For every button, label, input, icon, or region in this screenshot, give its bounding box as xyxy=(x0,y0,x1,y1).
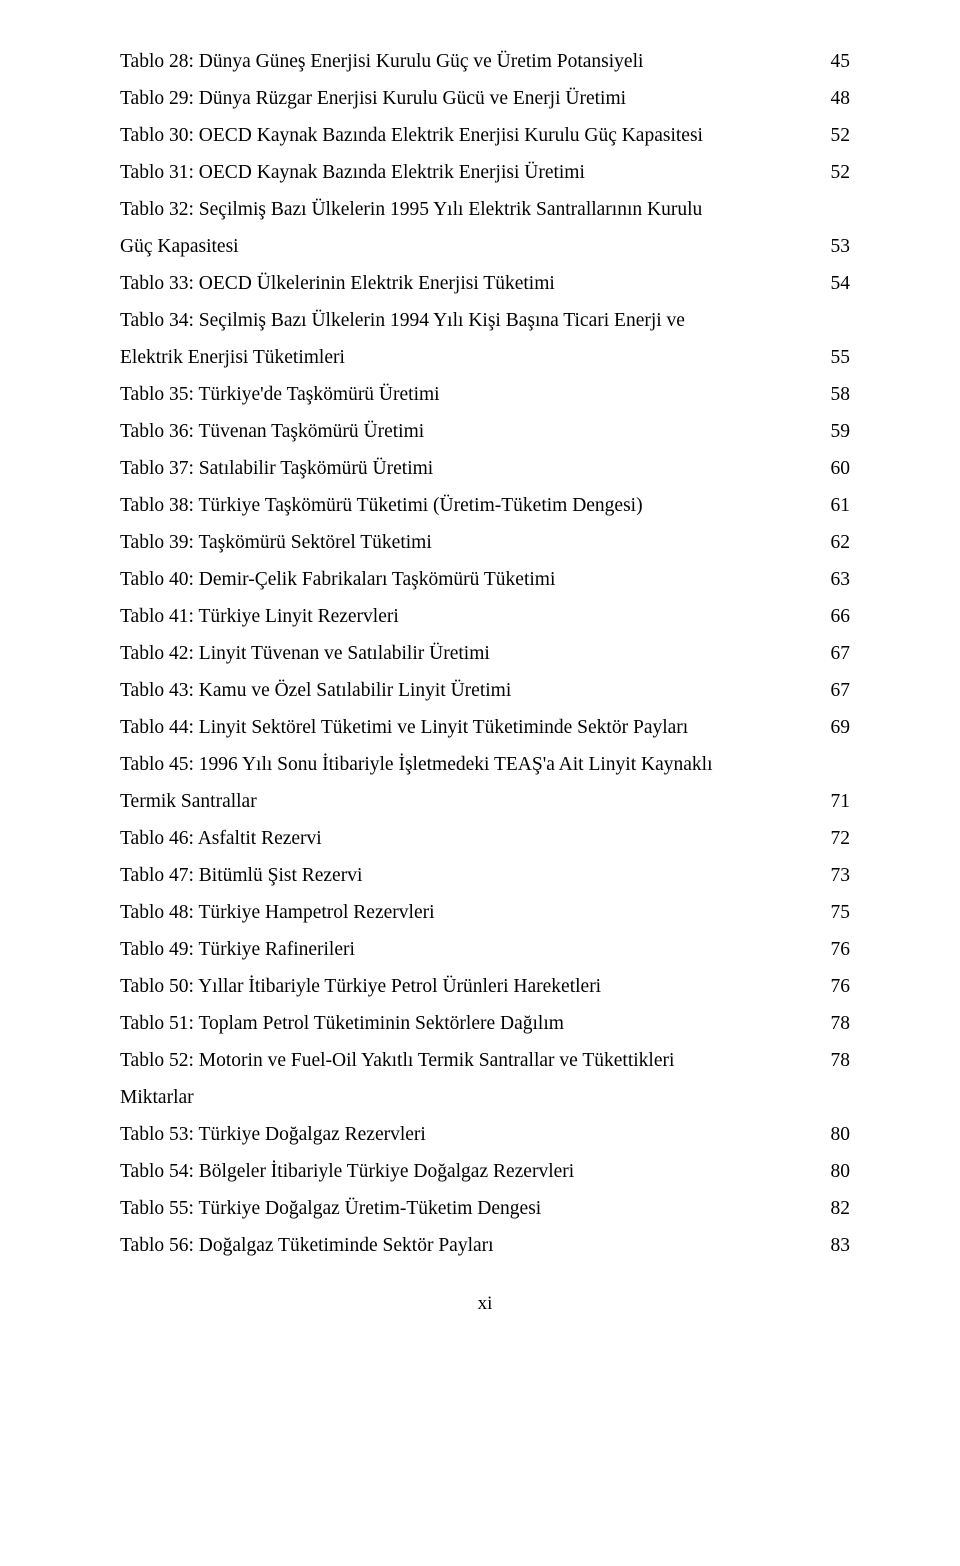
toc-row: Tablo 32: Seçilmiş Bazı Ülkelerin 1995 Y… xyxy=(120,200,850,220)
toc-row: Tablo 51: Toplam Petrol Tüketiminin Sekt… xyxy=(120,1014,850,1034)
toc-entry-page: 61 xyxy=(820,496,850,516)
toc-row: Tablo 46: Asfaltit Rezervi72 xyxy=(120,829,850,849)
toc-entry-page: 73 xyxy=(820,866,850,886)
toc-entry-page: 78 xyxy=(820,1051,850,1071)
toc-row: Tablo 39: Taşkömürü Sektörel Tüketimi62 xyxy=(120,533,850,553)
toc-entry-page: 59 xyxy=(820,422,850,442)
toc-entry-label: Tablo 51: Toplam Petrol Tüketiminin Sekt… xyxy=(120,1014,820,1034)
toc-entry-page: 75 xyxy=(820,903,850,923)
toc-row: Tablo 35: Türkiye'de Taşkömürü Üretimi58 xyxy=(120,385,850,405)
toc-entry-label: Tablo 45: 1996 Yılı Sonu İtibariyle İşle… xyxy=(120,755,820,775)
toc-entry-label: Tablo 37: Satılabilir Taşkömürü Üretimi xyxy=(120,459,820,479)
toc-entry-page: 58 xyxy=(820,385,850,405)
toc-row: Tablo 43: Kamu ve Özel Satılabilir Linyi… xyxy=(120,681,850,701)
toc-row: Tablo 37: Satılabilir Taşkömürü Üretimi6… xyxy=(120,459,850,479)
toc-entry-page: 72 xyxy=(820,829,850,849)
toc-row: Tablo 36: Tüvenan Taşkömürü Üretimi59 xyxy=(120,422,850,442)
toc-row: Tablo 31: OECD Kaynak Bazında Elektrik E… xyxy=(120,163,850,183)
toc-entry-page: 55 xyxy=(820,348,850,368)
toc-row: Tablo 48: Türkiye Hampetrol Rezervleri75 xyxy=(120,903,850,923)
toc-entry-label: Tablo 28: Dünya Güneş Enerjisi Kurulu Gü… xyxy=(120,52,820,72)
toc-entry-page: 53 xyxy=(820,237,850,257)
toc-entry-label: Tablo 30: OECD Kaynak Bazında Elektrik E… xyxy=(120,126,820,146)
toc-entry-label: Tablo 52: Motorin ve Fuel-Oil Yakıtlı Te… xyxy=(120,1051,820,1071)
toc-row: Tablo 55: Türkiye Doğalgaz Üretim-Tüketi… xyxy=(120,1199,850,1219)
toc-entry-label: Tablo 43: Kamu ve Özel Satılabilir Linyi… xyxy=(120,681,820,701)
toc-entry-page: 52 xyxy=(820,126,850,146)
toc-entry-label: Tablo 49: Türkiye Rafinerileri xyxy=(120,940,820,960)
toc-entry-label: Tablo 38: Türkiye Taşkömürü Tüketimi (Ür… xyxy=(120,496,820,516)
toc-entry-label: Tablo 36: Tüvenan Taşkömürü Üretimi xyxy=(120,422,820,442)
toc-row: Tablo 52: Motorin ve Fuel-Oil Yakıtlı Te… xyxy=(120,1051,850,1071)
toc-entry-page: 82 xyxy=(820,1199,850,1219)
toc-entry-label: Tablo 44: Linyit Sektörel Tüketimi ve Li… xyxy=(120,718,820,738)
toc-row: Tablo 40: Demir-Çelik Fabrikaları Taşköm… xyxy=(120,570,850,590)
toc-entry-page: 48 xyxy=(820,89,850,109)
toc-entry-label: Tablo 56: Doğalgaz Tüketiminde Sektör Pa… xyxy=(120,1236,820,1256)
toc-entry-label: Miktarlar xyxy=(120,1088,820,1108)
toc-row: Tablo 54: Bölgeler İtibariyle Türkiye Do… xyxy=(120,1162,850,1182)
toc-entry-page: 69 xyxy=(820,718,850,738)
toc-row: Güç Kapasitesi53 xyxy=(120,237,850,257)
toc-entry-label: Tablo 31: OECD Kaynak Bazında Elektrik E… xyxy=(120,163,820,183)
toc-row: Tablo 29: Dünya Rüzgar Enerjisi Kurulu G… xyxy=(120,89,850,109)
toc-row: Tablo 49: Türkiye Rafinerileri76 xyxy=(120,940,850,960)
table-of-contents: Tablo 28: Dünya Güneş Enerjisi Kurulu Gü… xyxy=(120,52,850,1256)
toc-entry-label: Tablo 42: Linyit Tüvenan ve Satılabilir … xyxy=(120,644,820,664)
toc-entry-label: Tablo 55: Türkiye Doğalgaz Üretim-Tüketi… xyxy=(120,1199,820,1219)
toc-row: Tablo 53: Türkiye Doğalgaz Rezervleri80 xyxy=(120,1125,850,1145)
toc-entry-page: 54 xyxy=(820,274,850,294)
toc-row: Tablo 34: Seçilmiş Bazı Ülkelerin 1994 Y… xyxy=(120,311,850,331)
toc-entry-label: Tablo 33: OECD Ülkelerinin Elektrik Ener… xyxy=(120,274,820,294)
toc-row: Tablo 47: Bitümlü Şist Rezervi73 xyxy=(120,866,850,886)
toc-entry-page: 76 xyxy=(820,940,850,960)
toc-row: Tablo 45: 1996 Yılı Sonu İtibariyle İşle… xyxy=(120,755,850,775)
toc-entry-label: Tablo 41: Türkiye Linyit Rezervleri xyxy=(120,607,820,627)
toc-row: Elektrik Enerjisi Tüketimleri55 xyxy=(120,348,850,368)
toc-entry-page: 52 xyxy=(820,163,850,183)
toc-row: Tablo 50: Yıllar İtibariyle Türkiye Petr… xyxy=(120,977,850,997)
toc-entry-page: 67 xyxy=(820,644,850,664)
toc-row: Tablo 44: Linyit Sektörel Tüketimi ve Li… xyxy=(120,718,850,738)
toc-entry-page: 45 xyxy=(820,52,850,72)
toc-entry-page: 80 xyxy=(820,1162,850,1182)
toc-entry-page: 63 xyxy=(820,570,850,590)
toc-entry-page: 80 xyxy=(820,1125,850,1145)
toc-row: Tablo 28: Dünya Güneş Enerjisi Kurulu Gü… xyxy=(120,52,850,72)
toc-entry-label: Tablo 32: Seçilmiş Bazı Ülkelerin 1995 Y… xyxy=(120,200,820,220)
toc-entry-label: Tablo 54: Bölgeler İtibariyle Türkiye Do… xyxy=(120,1162,820,1182)
toc-entry-page: 66 xyxy=(820,607,850,627)
toc-entry-label: Tablo 39: Taşkömürü Sektörel Tüketimi xyxy=(120,533,820,553)
toc-entry-label: Termik Santrallar xyxy=(120,792,820,812)
toc-entry-label: Tablo 48: Türkiye Hampetrol Rezervleri xyxy=(120,903,820,923)
toc-entry-label: Tablo 35: Türkiye'de Taşkömürü Üretimi xyxy=(120,385,820,405)
toc-entry-label: Tablo 53: Türkiye Doğalgaz Rezervleri xyxy=(120,1125,820,1145)
toc-entry-label: Tablo 29: Dünya Rüzgar Enerjisi Kurulu G… xyxy=(120,89,820,109)
toc-entry-label: Tablo 46: Asfaltit Rezervi xyxy=(120,829,820,849)
toc-row: Tablo 30: OECD Kaynak Bazında Elektrik E… xyxy=(120,126,850,146)
toc-entry-page: 60 xyxy=(820,459,850,479)
toc-entry-page: 71 xyxy=(820,792,850,812)
toc-row: Tablo 56: Doğalgaz Tüketiminde Sektör Pa… xyxy=(120,1236,850,1256)
toc-row: Tablo 41: Türkiye Linyit Rezervleri66 xyxy=(120,607,850,627)
toc-row: Tablo 33: OECD Ülkelerinin Elektrik Ener… xyxy=(120,274,850,294)
document-page: Tablo 28: Dünya Güneş Enerjisi Kurulu Gü… xyxy=(0,0,960,1566)
toc-entry-page: 62 xyxy=(820,533,850,553)
toc-entry-label: Tablo 34: Seçilmiş Bazı Ülkelerin 1994 Y… xyxy=(120,311,820,331)
toc-entry-label: Elektrik Enerjisi Tüketimleri xyxy=(120,348,820,368)
toc-row: Tablo 38: Türkiye Taşkömürü Tüketimi (Ür… xyxy=(120,496,850,516)
page-number-footer: xi xyxy=(120,1294,850,1313)
toc-entry-label: Güç Kapasitesi xyxy=(120,237,820,257)
toc-row: Termik Santrallar71 xyxy=(120,792,850,812)
toc-row: Miktarlar xyxy=(120,1088,850,1108)
toc-entry-page: 78 xyxy=(820,1014,850,1034)
toc-row: Tablo 42: Linyit Tüvenan ve Satılabilir … xyxy=(120,644,850,664)
toc-entry-label: Tablo 47: Bitümlü Şist Rezervi xyxy=(120,866,820,886)
toc-entry-label: Tablo 40: Demir-Çelik Fabrikaları Taşköm… xyxy=(120,570,820,590)
toc-entry-label: Tablo 50: Yıllar İtibariyle Türkiye Petr… xyxy=(120,977,820,997)
toc-entry-page: 83 xyxy=(820,1236,850,1256)
toc-entry-page: 67 xyxy=(820,681,850,701)
toc-entry-page: 76 xyxy=(820,977,850,997)
